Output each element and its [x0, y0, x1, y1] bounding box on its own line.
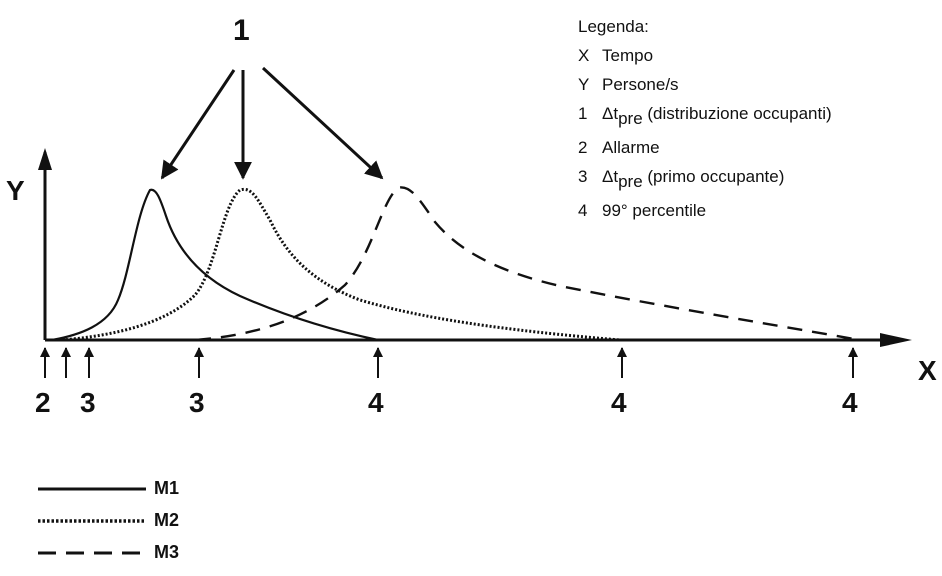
y-axis-arrowhead	[38, 148, 52, 170]
callout-arrow-m1	[160, 69, 236, 180]
marker-percentile-m1-label: 4	[368, 387, 384, 418]
dotted-line-swatch	[38, 519, 146, 523]
legend-text-suffix: (primo occupante)	[642, 167, 785, 186]
dashed-line-swatch	[38, 551, 146, 555]
solid-line-swatch	[38, 487, 146, 491]
legend-key: 3	[578, 167, 588, 186]
legend-text: Δtpre (primo occupante)	[602, 162, 784, 196]
marker-percentile-m2-label: 4	[611, 387, 627, 418]
x-axis-arrowhead	[880, 333, 912, 347]
curve-m1	[51, 188, 379, 342]
legend-item-y: Y Persone/s	[578, 70, 832, 99]
legend-item-2: 2 Allarme	[578, 133, 832, 162]
curve-m3	[195, 186, 861, 342]
legend-item-3: 3 Δtpre (primo occupante)	[578, 162, 832, 196]
y-axis-label: Y	[6, 175, 25, 206]
legend-title: Legenda:	[578, 17, 649, 36]
legend-text: Δtpre (distribuzione occupanti)	[602, 99, 832, 133]
delta-t-symbol: Δt	[602, 167, 619, 186]
legend-text: Tempo	[602, 46, 654, 65]
series-legend-label: M1	[154, 478, 180, 498]
legend-key: 4	[578, 201, 588, 220]
marker-alarm-label: 2	[35, 387, 51, 418]
legend-item-x: X Tempo	[578, 41, 832, 70]
pre-subscript: pre	[618, 172, 643, 191]
legend-text: 99° percentile	[602, 201, 707, 220]
series-legend-label: M2	[154, 510, 180, 530]
legend-text: Persone/s	[602, 75, 679, 94]
legend-key: Y	[578, 75, 590, 94]
callout-label: 1	[233, 14, 250, 47]
legend-box: Legenda: X Tempo Y Persone/s 1 Δtpre (di…	[578, 12, 832, 225]
delta-t-symbol: Δt	[602, 104, 619, 123]
series-legend-label: M3	[154, 542, 180, 562]
legend-key: X	[578, 46, 590, 65]
legend-text-suffix: (distribuzione occupanti)	[642, 104, 832, 123]
callout-arrow-m3	[261, 66, 384, 180]
curve-m2	[61, 187, 621, 342]
legend-key: 1	[578, 104, 588, 123]
marker-first-occupant-m1-label: 3	[80, 387, 96, 418]
x-axis-label: X	[918, 355, 937, 386]
pre-subscript: pre	[618, 109, 643, 128]
legend-item-4: 4 99° percentile	[578, 196, 832, 225]
marker-first-occupant-m3-label: 3	[189, 387, 205, 418]
legend-text: Allarme	[602, 138, 660, 157]
legend-key: 2	[578, 138, 588, 157]
marker-percentile-m3-label: 4	[842, 387, 858, 418]
legend-item-1: 1 Δtpre (distribuzione occupanti)	[578, 99, 832, 133]
